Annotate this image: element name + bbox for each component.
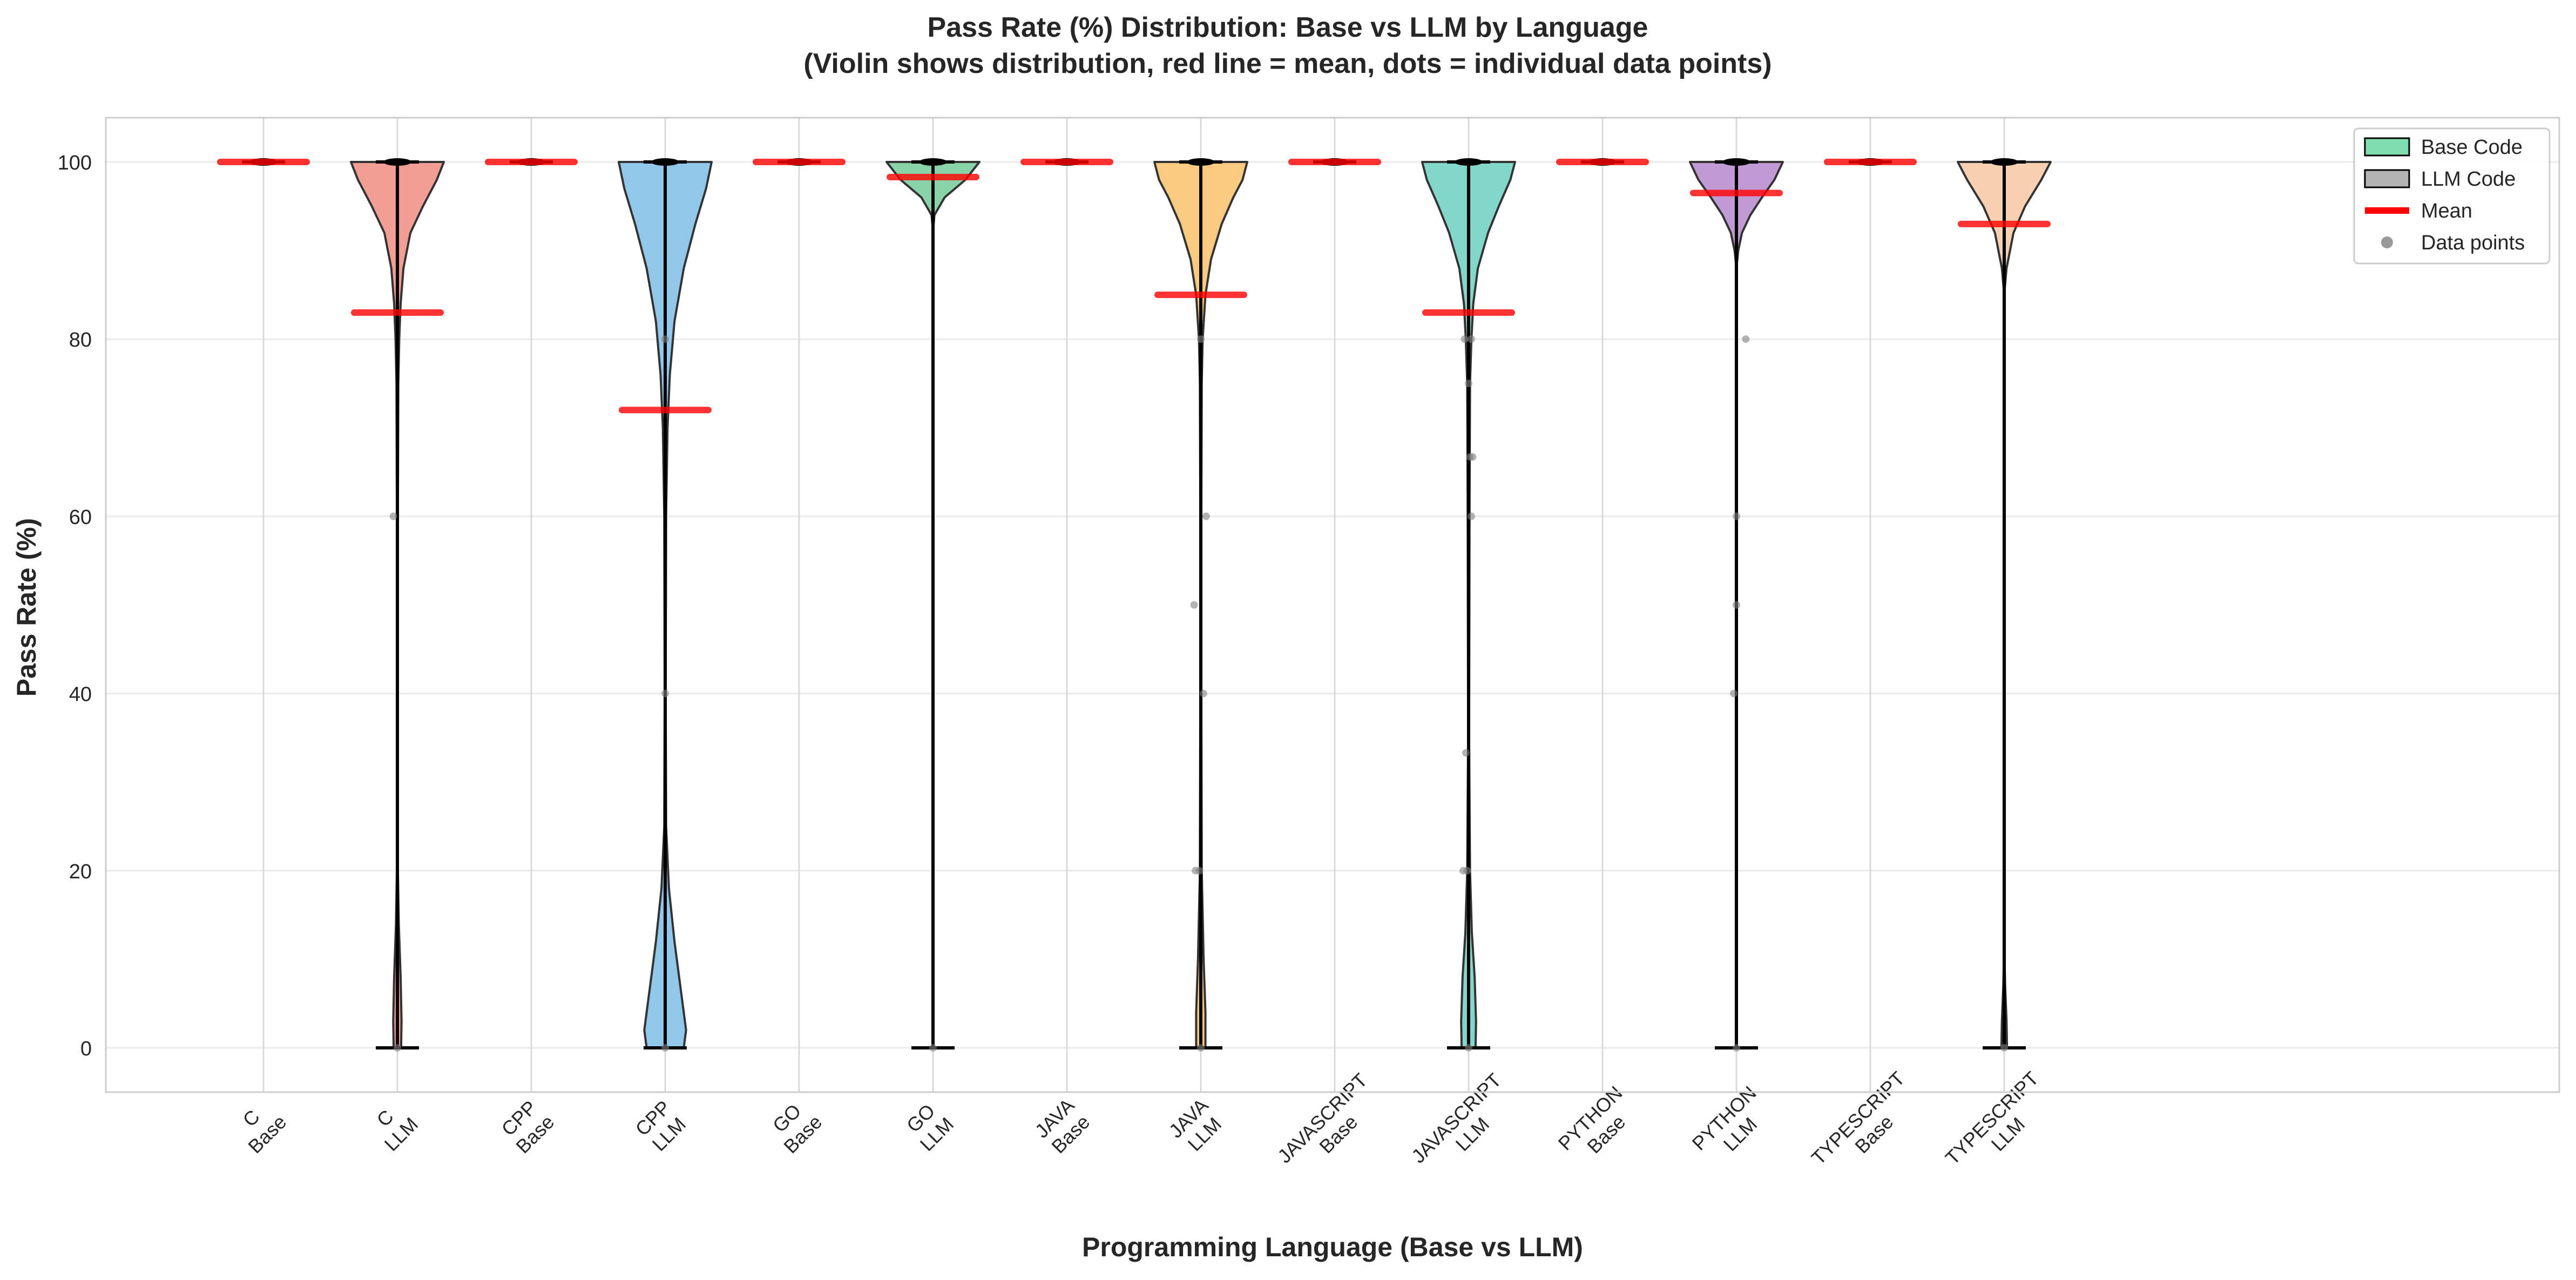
data-point: [1199, 689, 1207, 697]
data-point: [1190, 601, 1198, 609]
legend-item: Base Code: [2364, 136, 2523, 159]
legend-box: [2353, 127, 2551, 265]
cluster-marker-top: [1187, 158, 1215, 166]
data-point: [394, 1044, 401, 1052]
legend-label: LLM Code: [2421, 168, 2516, 191]
chart-subtitle: (Violin shows distribution, red line = m…: [803, 48, 1772, 79]
y-tick-layer: 0 20 40 60 80 100: [58, 152, 92, 1060]
data-point: [1197, 1044, 1205, 1052]
y-tick-label: 80: [69, 329, 92, 351]
data-point: [1467, 335, 1475, 343]
legend-label: Base Code: [2421, 136, 2523, 159]
data-point: [661, 689, 669, 697]
y-tick-label: 0: [80, 1038, 92, 1060]
cluster-marker-top: [651, 158, 679, 166]
violin-go-base: [753, 158, 846, 166]
x-axis-label: Programming Language (Base vs LLM): [1082, 1232, 1583, 1262]
x-tick-label: JAVALLM: [1165, 1094, 1229, 1159]
y-tick-label: 100: [58, 152, 92, 174]
y-tick-label: 40: [69, 683, 92, 706]
violin-python-base: [1556, 158, 1649, 166]
data-point: [1197, 335, 1205, 343]
data-point: [661, 1044, 669, 1052]
data-point: [1733, 601, 1740, 609]
legend-swatch: [2381, 236, 2393, 248]
legend: Base Code LLM Code Mean Data points: [2353, 127, 2551, 265]
legend-item: LLM Code: [2364, 168, 2516, 191]
legend-label: Data points: [2421, 232, 2525, 254]
cluster-marker-top: [1722, 158, 1750, 166]
data-point: [1733, 512, 1740, 520]
data-point: [1195, 866, 1204, 875]
violin-javascript-base: [1288, 158, 1381, 166]
violin-python-llm: [1689, 158, 1784, 1052]
violin-java-llm: [1153, 158, 1248, 1052]
legend-item: Data points: [2381, 232, 2525, 254]
violin-java-base: [1020, 158, 1113, 166]
data-point: [929, 1044, 937, 1052]
violin-layer: [217, 158, 2052, 1052]
data-point: [1467, 512, 1475, 520]
data-point: [1469, 453, 1477, 461]
legend-swatch: [2364, 137, 2410, 157]
legend-label: Mean: [2421, 200, 2472, 222]
y-axis-label: Pass Rate (%): [11, 518, 42, 697]
y-tick-label: 60: [69, 506, 92, 529]
y-tick-label: 20: [69, 861, 92, 883]
data-point: [1465, 1044, 1472, 1052]
data-point: [1463, 866, 1471, 875]
violin-c-base: [217, 158, 310, 166]
violin-cpp-llm: [618, 158, 713, 1052]
violin-typescript-llm: [1957, 158, 2052, 1052]
data-point: [1730, 689, 1738, 697]
data-point: [661, 335, 669, 343]
cluster-marker-top: [919, 158, 947, 166]
data-point: [2000, 1044, 2008, 1052]
legend-swatch: [2364, 169, 2410, 188]
legend-item: Mean: [2365, 200, 2472, 222]
plot-frame: [105, 117, 2560, 1093]
cluster-marker-top: [1455, 158, 1483, 166]
violin-c-llm: [350, 158, 445, 1052]
violin-typescript-base: [1824, 158, 1917, 166]
violin-javascript-llm: [1421, 158, 1516, 1052]
data-point: [1733, 1044, 1740, 1052]
chart-title: Pass Rate (%) Distribution: Base vs LLM …: [928, 12, 1648, 43]
data-point: [1461, 335, 1469, 343]
cluster-marker-top: [383, 158, 411, 166]
data-point: [1742, 335, 1750, 343]
data-point: [1462, 749, 1470, 757]
data-point: [1202, 512, 1210, 520]
violin-go-llm: [885, 158, 981, 1052]
data-point: [1465, 380, 1472, 388]
violin-cpp-base: [485, 158, 578, 166]
data-point: [389, 512, 397, 520]
cluster-marker-top: [1990, 158, 2018, 166]
